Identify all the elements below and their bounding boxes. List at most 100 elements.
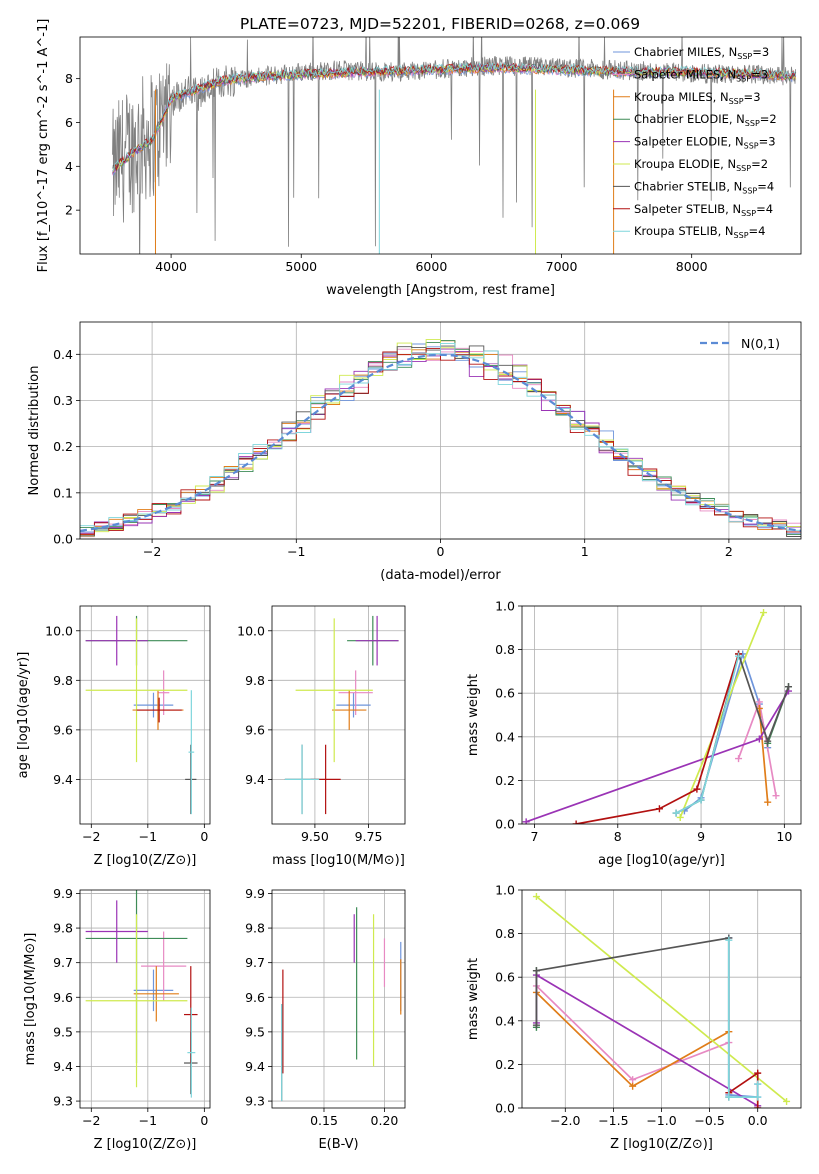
legend-nssp-subscript: SSP xyxy=(741,209,756,218)
series-marker xyxy=(735,755,743,763)
legend-nssp-value: 3 xyxy=(753,90,760,104)
series-line xyxy=(525,690,790,823)
x-tick-label: −2 xyxy=(143,544,161,559)
errorbar-kroupa-stelib xyxy=(187,1007,196,1098)
series-line xyxy=(679,612,765,818)
x-axis-label: mass [log10(M/M⊙)] xyxy=(272,853,405,868)
legend-nssp-prefix: , N xyxy=(713,90,729,104)
legend-nssp-eq: = xyxy=(757,179,767,193)
y-axis-label: mass [log10(M/M⊙)] xyxy=(23,933,38,1066)
y-tick-label: 1.0 xyxy=(495,599,515,614)
y-tick-label: 4 xyxy=(65,159,73,174)
residuals-panel: −2 −1 0 1 2 0.0 0.1 0.2 0.3 0.4 (data-model)/error… xyxy=(27,321,802,583)
legend-nssp-subscript: SSP xyxy=(734,231,749,240)
legend-model-name: Kroupa ELODIE xyxy=(634,157,720,171)
x-tick-label: −2 xyxy=(82,829,100,844)
y-tick-label: 9.5 xyxy=(53,1024,73,1039)
series-marker xyxy=(532,893,540,901)
errorbar-kroupa-miles xyxy=(133,966,179,1022)
legend-nssp-value: 4 xyxy=(758,224,765,238)
series-marker xyxy=(785,683,793,691)
y-tick-label: 0.0 xyxy=(495,1101,515,1116)
x-tick-label: 4000 xyxy=(155,259,187,274)
x-axis-label: E(B-V) xyxy=(318,1137,358,1152)
y-axis-label: age [log10(age/yr)] xyxy=(16,652,31,779)
x-tick-label: 9.50 xyxy=(301,829,329,844)
legend-nssp-value: 2 xyxy=(769,112,776,126)
series-marker xyxy=(655,805,663,813)
legend-nssp-prefix: , N xyxy=(720,67,736,81)
model-spectrum-salpeter-stelib xyxy=(112,62,797,172)
legend-nssp-value: 4 xyxy=(767,179,774,193)
series-line xyxy=(575,653,740,824)
series-kroupa-elodie xyxy=(532,893,791,1105)
mass-vs-EBV-plot-area xyxy=(281,907,402,1102)
x-tick-label: −2 xyxy=(82,1113,100,1128)
legend-entry: Salpeter ELODIE, NSSP=3 xyxy=(634,135,776,151)
errorbar-kroupa-elodie xyxy=(85,914,188,1088)
legend-nssp-value: 3 xyxy=(761,67,768,81)
legend-nssp-subscript: SSP xyxy=(742,186,757,195)
legend-model-name: Kroupa STELIB xyxy=(634,224,718,238)
y-tick-label: 0.6 xyxy=(495,970,515,985)
series-marker xyxy=(697,796,705,804)
legend-nssp-subscript: SSP xyxy=(737,52,752,61)
series-line xyxy=(535,973,759,1107)
series-marker xyxy=(572,820,580,824)
legend-nssp-eq: = xyxy=(749,224,759,238)
x-tick-label: 8000 xyxy=(676,259,708,274)
observed-spectrum xyxy=(112,37,796,254)
y-tick-label: 9.4 xyxy=(245,1059,265,1074)
x-axis-label: Z [log10(Z/Z⊙)] xyxy=(94,1137,197,1152)
mass-weight-vs-age-plot-area xyxy=(522,609,793,824)
legend-entry: Salpeter STELIB, NSSP=4 xyxy=(634,202,773,218)
age-vs-mass-panel: 9.50 9.75 9.4 9.6 9.8 10.0 mass [log10(M/M⊙)] xyxy=(237,605,406,868)
legend-nssp-prefix: , N xyxy=(721,45,737,59)
legend-nssp-prefix: , N xyxy=(720,157,736,171)
legend-entry: Chabrier STELIB, NSSP=4 xyxy=(634,179,774,195)
y-tick-label: 0.0 xyxy=(53,532,73,547)
series-marker xyxy=(532,967,540,975)
series-marker xyxy=(755,735,763,743)
errorbar-kroupa-miles xyxy=(332,690,367,730)
legend-nssp-subscript: SSP xyxy=(745,119,760,128)
x-tick-label: 0.0 xyxy=(748,1113,768,1128)
legend-nssp-prefix: , N xyxy=(725,202,741,216)
x-axis-label: (data-model)/error xyxy=(380,568,501,583)
y-tick-label: 0.4 xyxy=(53,347,73,362)
legend-nssp-subscript: SSP xyxy=(744,142,759,151)
legend-nssp-value: 3 xyxy=(762,45,769,59)
legend-nssp-value: 2 xyxy=(761,157,768,171)
series-marker xyxy=(754,1104,762,1108)
y-tick-label: 9.8 xyxy=(245,921,265,936)
mass-vs-Z-panel: −2 −1 0 9.3 9.4 9.5 9.6 9.7 9.8 9.9 Z [log10(Z/Z⊙)… xyxy=(23,886,211,1152)
x-tick-label: 10 xyxy=(776,829,792,844)
series-kroupa-miles xyxy=(532,988,733,1090)
y-tick-label: 9.4 xyxy=(53,772,73,787)
errorbar-chabrier-miles xyxy=(133,969,174,1012)
legend-entry: N(0,1) xyxy=(741,336,780,351)
age-vs-Z-plot-area xyxy=(85,615,197,815)
x-tick-label: 0 xyxy=(437,544,445,559)
legend-entry: Chabrier ELODIE, NSSP=2 xyxy=(634,112,777,128)
x-tick-label: 8 xyxy=(614,829,622,844)
x-tick-label: 7000 xyxy=(546,259,578,274)
y-axis-label: mass weight xyxy=(466,674,481,756)
series-marker xyxy=(532,1021,540,1029)
legend-nssp-value: 3 xyxy=(768,135,775,149)
series-marker xyxy=(629,1082,637,1090)
series-marker xyxy=(725,936,733,944)
series-marker xyxy=(783,1097,791,1105)
y-tick-label: 0.6 xyxy=(495,686,515,701)
x-tick-label: 0 xyxy=(200,829,208,844)
y-tick-label: 0.8 xyxy=(495,642,515,657)
y-axis-label: Normed distribution xyxy=(27,366,42,496)
legend-nssp-value: 4 xyxy=(766,202,773,216)
legend-nssp-prefix: , N xyxy=(729,112,745,126)
series-line xyxy=(737,698,777,796)
axes-frame xyxy=(271,889,406,1109)
series-marker xyxy=(725,1093,733,1101)
series-marker xyxy=(764,798,772,806)
x-tick-label: 2 xyxy=(725,544,733,559)
y-tick-label: 9.6 xyxy=(53,990,73,1005)
